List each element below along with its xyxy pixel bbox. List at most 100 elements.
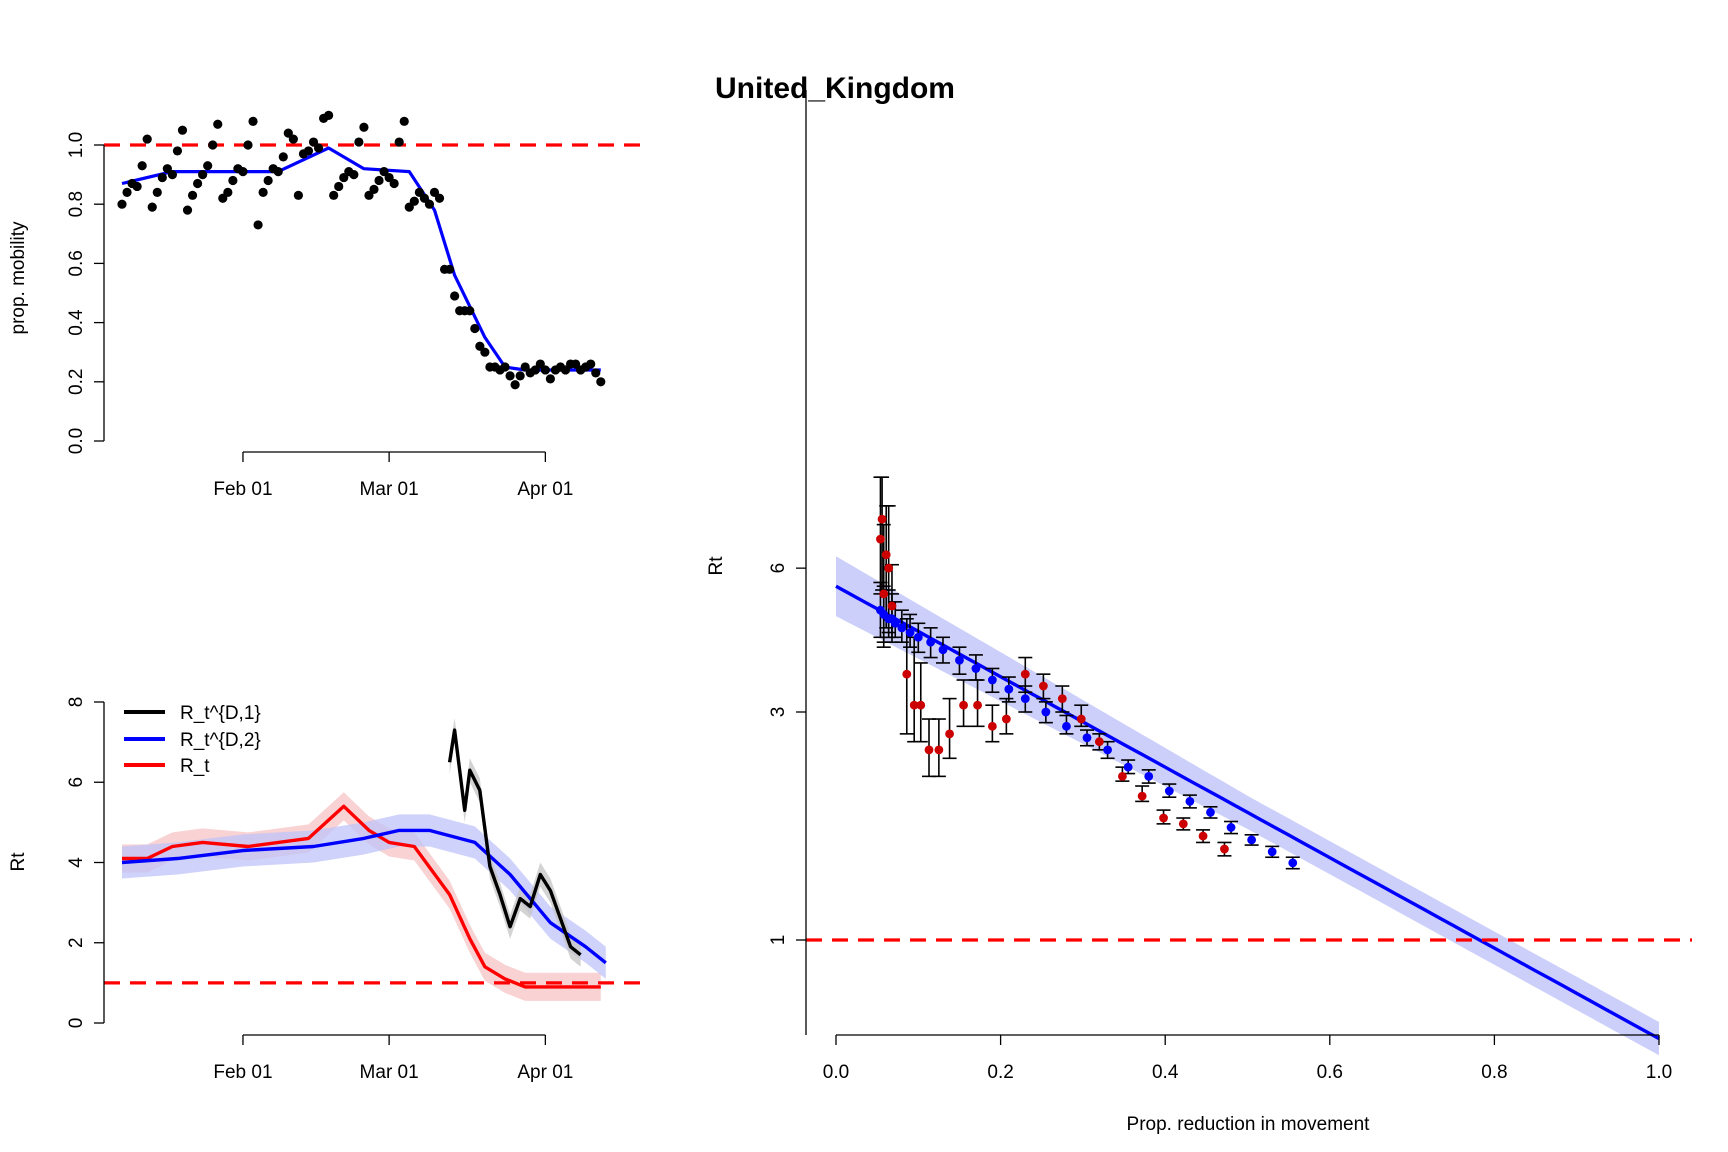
- rt-reduction-line-layer: [806, 584, 1692, 1041]
- rt-time-y-tick-label: 4: [66, 857, 87, 868]
- rt-time-ylabel: Rt: [8, 852, 29, 872]
- rt-time-x-tick-label: Mar 01: [360, 1062, 419, 1083]
- mobility-y-tick-label: 0.6: [66, 250, 87, 276]
- observed-point: [902, 669, 912, 679]
- observed-point: [1020, 669, 1030, 679]
- rt-time-y-tick-label: 2: [66, 937, 87, 948]
- mobility-point: [152, 187, 162, 197]
- model-point: [897, 623, 907, 633]
- rt-reduction-y-tick-label: 3: [768, 707, 789, 718]
- mobility-point: [223, 187, 233, 197]
- legend-label-d2: R_t^{D,2}: [180, 730, 261, 751]
- model-point: [926, 637, 936, 647]
- observed-point: [1038, 681, 1048, 691]
- observed-point: [959, 700, 968, 710]
- mobility-point: [450, 291, 460, 301]
- mobility-point: [354, 137, 364, 147]
- rt-band-blue: [122, 814, 606, 979]
- mobility-point: [515, 371, 525, 381]
- mobility-y-tick-label: 0.0: [66, 428, 87, 454]
- model-point: [1123, 762, 1133, 772]
- observed-point: [1001, 714, 1011, 724]
- mobility-point: [177, 125, 188, 135]
- mobility-point-layer: [117, 110, 606, 390]
- rt-line-blue: [121, 828, 607, 965]
- mobility-point: [465, 306, 475, 316]
- mobility-point: [203, 161, 213, 171]
- mobility-point: [359, 122, 369, 132]
- mobility-point: [122, 187, 132, 197]
- model-point: [1144, 771, 1154, 781]
- model-point: [987, 675, 997, 685]
- mobility-point: [137, 161, 147, 171]
- figure-title: United_Kingdom: [715, 72, 955, 105]
- mobility-point: [273, 167, 283, 177]
- mobility-point: [445, 264, 455, 274]
- mobility-y-tick-label: 0.2: [66, 369, 87, 395]
- observed-point: [884, 563, 894, 573]
- observed-point: [934, 745, 944, 755]
- observed-point: [973, 700, 982, 710]
- rt-reduction-band-layer: [836, 556, 1659, 1056]
- model-point: [1185, 797, 1195, 806]
- legend: R_t^{D,1} R_t^{D,2} R_t: [124, 703, 261, 777]
- rt-reduction-panel: 0.0 0.2 0.4 0.6 0.8 1.0 1 3 6 Prop. reduction in…: [706, 90, 1692, 1135]
- rt-reduction-x-tick-label: 1.0: [1646, 1062, 1672, 1083]
- rt-time-y-tick-label: 8: [66, 697, 87, 708]
- legend-label-rt: R_t: [180, 756, 210, 777]
- mobility-panel: Feb 01 Mar 01 Apr 01 0.0 0.2 0.4 0.6 0.8 1.0 pro…: [8, 110, 644, 500]
- rt-reduction-x-tick-label: 0.2: [987, 1062, 1013, 1083]
- mobility-point: [182, 205, 193, 215]
- model-point: [1004, 684, 1014, 694]
- mobility-point: [208, 140, 218, 150]
- mobility-point: [369, 184, 379, 194]
- model-point: [1164, 786, 1174, 796]
- mobility-point: [540, 365, 550, 375]
- mobility-point: [132, 181, 142, 192]
- observed-point: [877, 514, 887, 524]
- mobility-point: [238, 167, 248, 177]
- mobility-point: [263, 175, 273, 186]
- fit-line: [835, 584, 1660, 1041]
- model-point: [1206, 807, 1215, 817]
- mobility-point: [470, 323, 480, 334]
- observed-point: [1137, 791, 1147, 801]
- mobility-y-tick-label: 0.4: [66, 309, 87, 336]
- mobility-axis-layer: Feb 01 Mar 01 Apr 01 0.0 0.2 0.4 0.6 0.8 1.0: [66, 132, 573, 500]
- mobility-y-tick-label: 1.0: [66, 132, 87, 158]
- rt-reduction-x-tick-label: 0.4: [1152, 1062, 1179, 1083]
- observed-point: [1057, 694, 1067, 704]
- rt-time-x-tick-label: Apr 01: [517, 1062, 573, 1083]
- rt-reduction-y-tick-label: 6: [768, 563, 789, 574]
- observed-point: [887, 601, 897, 611]
- observed-point: [1076, 714, 1086, 724]
- model-point: [1041, 707, 1051, 717]
- rt-reduction-x-tick-label: 0.8: [1481, 1062, 1507, 1083]
- mobility-point: [329, 190, 339, 200]
- rt-line-red: [122, 804, 601, 989]
- mobility-point: [303, 146, 314, 156]
- mobility-point: [157, 172, 167, 183]
- mobility-point: [228, 175, 238, 186]
- mobility-point: [389, 178, 399, 189]
- mobility-y-tick-label: 0.8: [66, 191, 87, 217]
- mobility-point: [409, 196, 419, 206]
- mobility-point: [586, 359, 596, 369]
- mobility-point: [324, 110, 334, 120]
- observed-point: [1118, 771, 1127, 781]
- mobility-point: [500, 362, 510, 372]
- model-point: [1103, 745, 1112, 755]
- model-point: [1062, 721, 1071, 731]
- observed-point: [1198, 831, 1208, 841]
- observed-point: [987, 721, 997, 731]
- model-point: [905, 628, 915, 637]
- observed-point: [916, 700, 926, 710]
- mobility-point: [424, 199, 435, 209]
- observed-point: [909, 700, 919, 710]
- observed-point: [1178, 819, 1188, 829]
- mobility-x-tick-label: Apr 01: [517, 479, 573, 500]
- mobility-point: [480, 347, 490, 357]
- observed-point: [879, 589, 889, 599]
- mobility-point: [596, 377, 606, 387]
